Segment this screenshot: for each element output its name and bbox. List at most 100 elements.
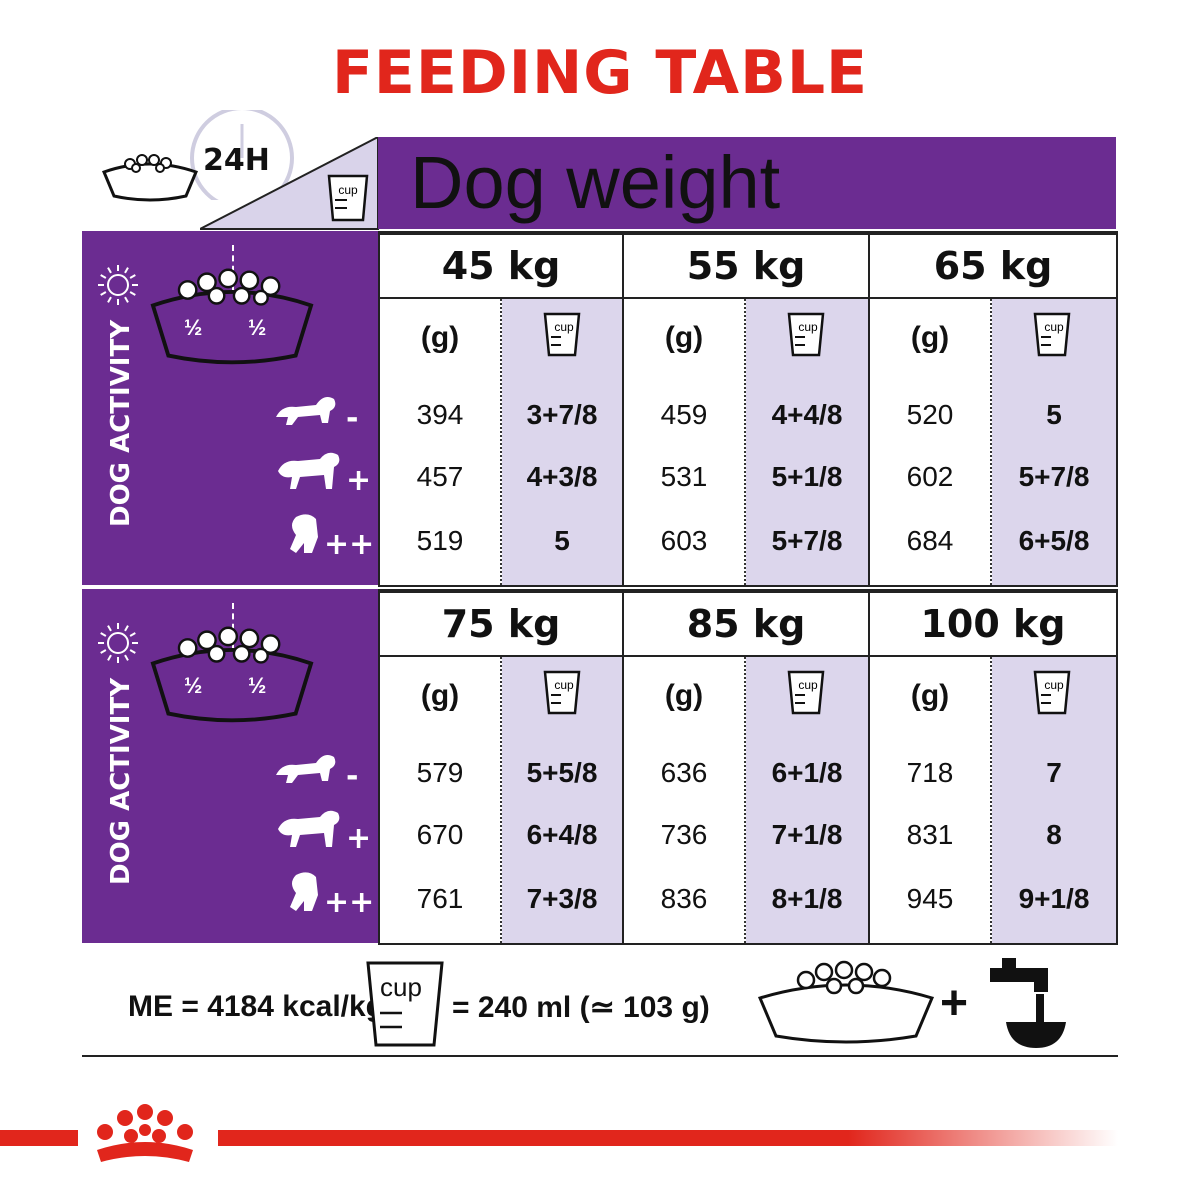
weight-header: 100 kg — [870, 593, 1116, 655]
sun-icon — [96, 263, 140, 312]
bowl-icon — [102, 154, 198, 202]
activity-level: ++ — [324, 527, 375, 562]
bowl-icon — [146, 621, 318, 734]
grams-value: 736 — [660, 819, 708, 850]
grams-value: 519 — [416, 525, 464, 556]
clock-icon — [190, 110, 294, 200]
cup-icon: cup — [542, 309, 582, 364]
cups-value: 5+1/8 — [771, 461, 843, 492]
activity-label: DOG ACTIVITY — [106, 677, 136, 885]
grams-value: 945 — [906, 883, 954, 914]
brand-line-left — [0, 1130, 78, 1146]
cup-icon: cup — [1032, 667, 1072, 722]
cup-icon: cup — [542, 667, 582, 722]
grams-value: 761 — [416, 883, 464, 914]
grams-value: 457 — [416, 461, 464, 492]
dog-icon — [272, 745, 344, 796]
cups-value: 5+5/8 — [526, 757, 598, 788]
weight-column — [380, 299, 622, 585]
cup-label: cup — [380, 972, 422, 1002]
royal-canin-crown-logo — [97, 1104, 193, 1162]
cups-value: 7+3/8 — [526, 883, 598, 914]
cups-value: 6+4/8 — [526, 819, 598, 850]
grams-column — [380, 657, 502, 943]
header-label: Dog weight — [410, 141, 781, 224]
grams-column — [870, 299, 992, 585]
activity-level: - — [346, 401, 359, 436]
water-tap-icon — [990, 958, 1066, 1048]
weight-column — [870, 299, 1116, 585]
dog-icon — [272, 387, 344, 438]
bowl-half-left: ½ — [184, 315, 203, 340]
cups-value: 9+1/8 — [1018, 883, 1090, 914]
grams-header: (g) — [420, 679, 460, 712]
svg-text:cup: cup — [798, 678, 818, 692]
activity-level: - — [346, 759, 359, 794]
grams-value: 831 — [906, 819, 954, 850]
cups-value: 8 — [1046, 819, 1062, 850]
bowl-half-left: ½ — [184, 673, 203, 698]
grams-header: (g) — [664, 679, 704, 712]
cup-equivalent: = 240 ml (≃ 103 g) — [452, 991, 710, 1024]
moon-icon — [322, 621, 366, 670]
grams-header: (g) — [910, 321, 950, 354]
sun-icon — [96, 621, 140, 670]
activity-level: ++ — [324, 885, 375, 920]
grams-value: 602 — [906, 461, 954, 492]
grams-value: 836 — [660, 883, 708, 914]
cup-icon: cup — [786, 309, 826, 364]
header-band — [378, 137, 1116, 229]
dog-icon — [272, 807, 344, 858]
brand-line-right — [218, 1130, 1118, 1146]
grams-value: 670 — [416, 819, 464, 850]
cups-value: 5 — [554, 525, 570, 556]
svg-text:cup: cup — [554, 678, 574, 692]
grams-value: 531 — [660, 461, 708, 492]
svg-text:cup: cup — [1044, 320, 1064, 334]
cup-icon: cup — [786, 667, 826, 722]
activity-level: + — [346, 463, 372, 498]
dog-icon — [282, 871, 354, 922]
cups-value: 4+4/8 — [771, 399, 843, 430]
weight-header: 65 kg — [870, 235, 1116, 297]
grams-column — [380, 299, 502, 585]
cups-value: 7 — [1046, 757, 1062, 788]
grams-value: 459 — [660, 399, 708, 430]
cups-value: 8+1/8 — [771, 883, 843, 914]
bowl-icon — [146, 263, 318, 376]
grams-header: (g) — [664, 321, 704, 354]
weight-column — [624, 299, 868, 585]
weight-header: 85 kg — [624, 593, 868, 655]
grams-value: 603 — [660, 525, 708, 556]
cup-icon: cup — [1032, 309, 1072, 364]
svg-text:cup: cup — [338, 183, 358, 197]
moon-icon — [322, 263, 366, 312]
grams-header: (g) — [420, 321, 460, 354]
grams-value: 579 — [416, 757, 464, 788]
svg-text:cup: cup — [1044, 678, 1064, 692]
period-label: 24H — [203, 143, 270, 178]
cups-value: 6+5/8 — [1018, 525, 1090, 556]
bowl-icon — [757, 960, 935, 1044]
grams-column — [624, 299, 746, 585]
grams-value: 684 — [906, 525, 954, 556]
weight-header: 45 kg — [380, 235, 622, 297]
grams-value: 520 — [906, 399, 954, 430]
weight-header: 55 kg — [624, 235, 868, 297]
plus-sign: + — [940, 977, 969, 1030]
cup-icon: cup — [327, 174, 369, 222]
cup-icon — [366, 961, 444, 1047]
grams-header: (g) — [910, 679, 950, 712]
cups-value: 6+1/8 — [771, 757, 843, 788]
cups-value: 5 — [1046, 399, 1062, 430]
bowl-half-right: ½ — [248, 315, 267, 340]
cups-value: 5+7/8 — [771, 525, 843, 556]
cups-value: 5+7/8 — [1018, 461, 1090, 492]
weight-header: 75 kg — [380, 593, 622, 655]
grams-value: 718 — [906, 757, 954, 788]
cups-value: 7+1/8 — [771, 819, 843, 850]
grams-column — [870, 657, 992, 943]
grams-column — [624, 657, 746, 943]
activity-level: + — [346, 821, 372, 856]
cups-value: 4+3/8 — [526, 461, 598, 492]
